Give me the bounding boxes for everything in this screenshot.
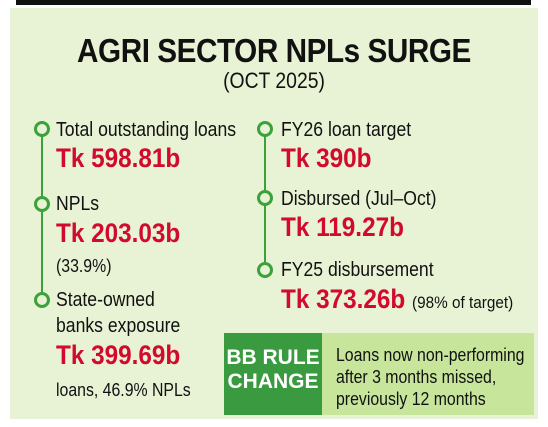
right-item-3-amount: Tk 373.26b xyxy=(281,284,406,314)
left-item-3-label-line2: banks exposure xyxy=(56,315,181,337)
rule-change-title: BB RULE CHANGE xyxy=(224,346,322,394)
rule-change-badge xyxy=(224,333,322,415)
right-item-2-value: Tk 119.27b xyxy=(281,212,404,242)
left-item-1-label: Total outstanding loans xyxy=(56,119,237,141)
page-subtitle: (OCT 2025) xyxy=(223,68,325,93)
left-item-1-value: Tk 598.81b xyxy=(56,143,181,173)
left-item-3-label: State-owned xyxy=(56,289,155,311)
rule-description: Loans now non-performing after 3 months … xyxy=(336,344,524,410)
page-title: AGRI SECTOR NPLs SURGE xyxy=(77,32,471,69)
left-bullet-3-icon xyxy=(34,292,50,308)
right-item-1-label: FY26 loan target xyxy=(281,119,412,141)
left-bullet-1-icon xyxy=(34,121,50,137)
left-item-3-note: loans, 46.9% NPLs xyxy=(56,380,191,400)
rule-title-line1: BB RULE xyxy=(226,346,320,369)
left-item-2-label: NPLs xyxy=(56,193,100,215)
right-item-3-note: (98% of target) xyxy=(412,293,514,312)
right-bullet-1-icon xyxy=(257,121,273,137)
top-strip xyxy=(16,0,531,5)
rule-desc-line3: previously 12 months xyxy=(336,389,486,409)
left-item-3-value: Tk 399.69b xyxy=(56,340,181,370)
right-item-3-label: FY25 disbursement xyxy=(281,259,434,281)
right-item-2-label: Disbursed (Jul–Oct) xyxy=(281,188,437,210)
rule-desc-line2: after 3 months missed, xyxy=(336,367,497,387)
right-item-1-value: Tk 390b xyxy=(281,143,372,173)
rule-desc-line1: Loans now non-performing xyxy=(336,345,525,365)
right-bullet-3-icon xyxy=(257,262,273,278)
rule-description-panel xyxy=(322,333,534,415)
right-item-3-value: Tk 373.26b (98% of target) xyxy=(281,284,513,315)
left-item-2-note: (33.9%) xyxy=(56,256,112,276)
left-timeline-line xyxy=(41,134,43,298)
left-item-2-value: Tk 203.03b xyxy=(56,218,181,248)
right-bullet-2-icon xyxy=(257,190,273,206)
rule-title-line2: CHANGE xyxy=(227,370,319,393)
left-bullet-2-icon xyxy=(34,196,50,212)
